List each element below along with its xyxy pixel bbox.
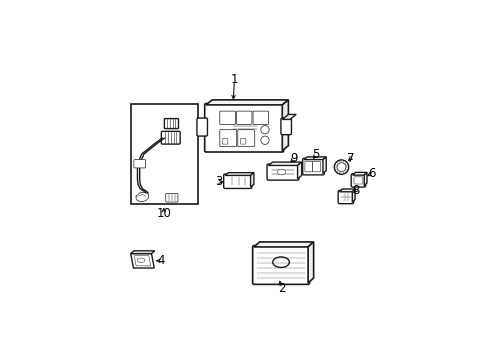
- Polygon shape: [282, 114, 296, 120]
- Polygon shape: [353, 172, 367, 175]
- FancyBboxPatch shape: [197, 118, 207, 136]
- Bar: [130, 104, 198, 204]
- Text: 5: 5: [313, 148, 320, 161]
- Text: 7: 7: [347, 152, 355, 165]
- Polygon shape: [340, 189, 355, 192]
- FancyBboxPatch shape: [166, 193, 178, 202]
- Text: 10: 10: [156, 207, 171, 220]
- FancyBboxPatch shape: [205, 103, 284, 152]
- FancyBboxPatch shape: [134, 159, 146, 168]
- Polygon shape: [254, 242, 314, 247]
- Polygon shape: [282, 100, 289, 150]
- Text: 2: 2: [278, 282, 285, 295]
- FancyBboxPatch shape: [164, 118, 178, 129]
- Ellipse shape: [273, 257, 290, 267]
- FancyBboxPatch shape: [253, 111, 269, 125]
- Polygon shape: [304, 157, 326, 159]
- Polygon shape: [206, 100, 289, 105]
- Circle shape: [334, 160, 349, 174]
- FancyBboxPatch shape: [240, 139, 246, 144]
- Polygon shape: [131, 251, 155, 253]
- FancyBboxPatch shape: [354, 177, 363, 184]
- Ellipse shape: [137, 258, 145, 262]
- Text: 4: 4: [157, 254, 165, 267]
- Polygon shape: [308, 242, 314, 283]
- FancyBboxPatch shape: [303, 158, 324, 175]
- Polygon shape: [323, 157, 326, 174]
- Circle shape: [337, 163, 346, 172]
- FancyBboxPatch shape: [281, 118, 292, 135]
- Circle shape: [261, 126, 269, 134]
- FancyBboxPatch shape: [305, 161, 313, 172]
- Polygon shape: [131, 253, 154, 268]
- Text: 6: 6: [368, 167, 375, 180]
- Circle shape: [261, 136, 269, 144]
- FancyBboxPatch shape: [338, 190, 354, 204]
- FancyBboxPatch shape: [220, 130, 237, 147]
- Polygon shape: [352, 189, 355, 202]
- Polygon shape: [297, 162, 302, 179]
- Polygon shape: [134, 256, 151, 266]
- FancyBboxPatch shape: [237, 111, 252, 125]
- FancyBboxPatch shape: [238, 130, 255, 147]
- Text: 9: 9: [291, 152, 298, 165]
- Ellipse shape: [277, 169, 286, 175]
- FancyBboxPatch shape: [253, 246, 310, 284]
- Text: 3: 3: [216, 175, 223, 188]
- FancyBboxPatch shape: [220, 111, 235, 125]
- Text: 8: 8: [352, 184, 360, 197]
- Polygon shape: [250, 173, 254, 187]
- FancyBboxPatch shape: [351, 174, 366, 187]
- FancyBboxPatch shape: [161, 131, 180, 144]
- Polygon shape: [225, 173, 254, 175]
- FancyBboxPatch shape: [313, 161, 320, 172]
- Polygon shape: [269, 162, 302, 166]
- Text: 1: 1: [231, 73, 238, 86]
- Polygon shape: [364, 172, 367, 186]
- FancyBboxPatch shape: [223, 174, 252, 188]
- FancyBboxPatch shape: [222, 139, 228, 144]
- FancyBboxPatch shape: [267, 164, 299, 180]
